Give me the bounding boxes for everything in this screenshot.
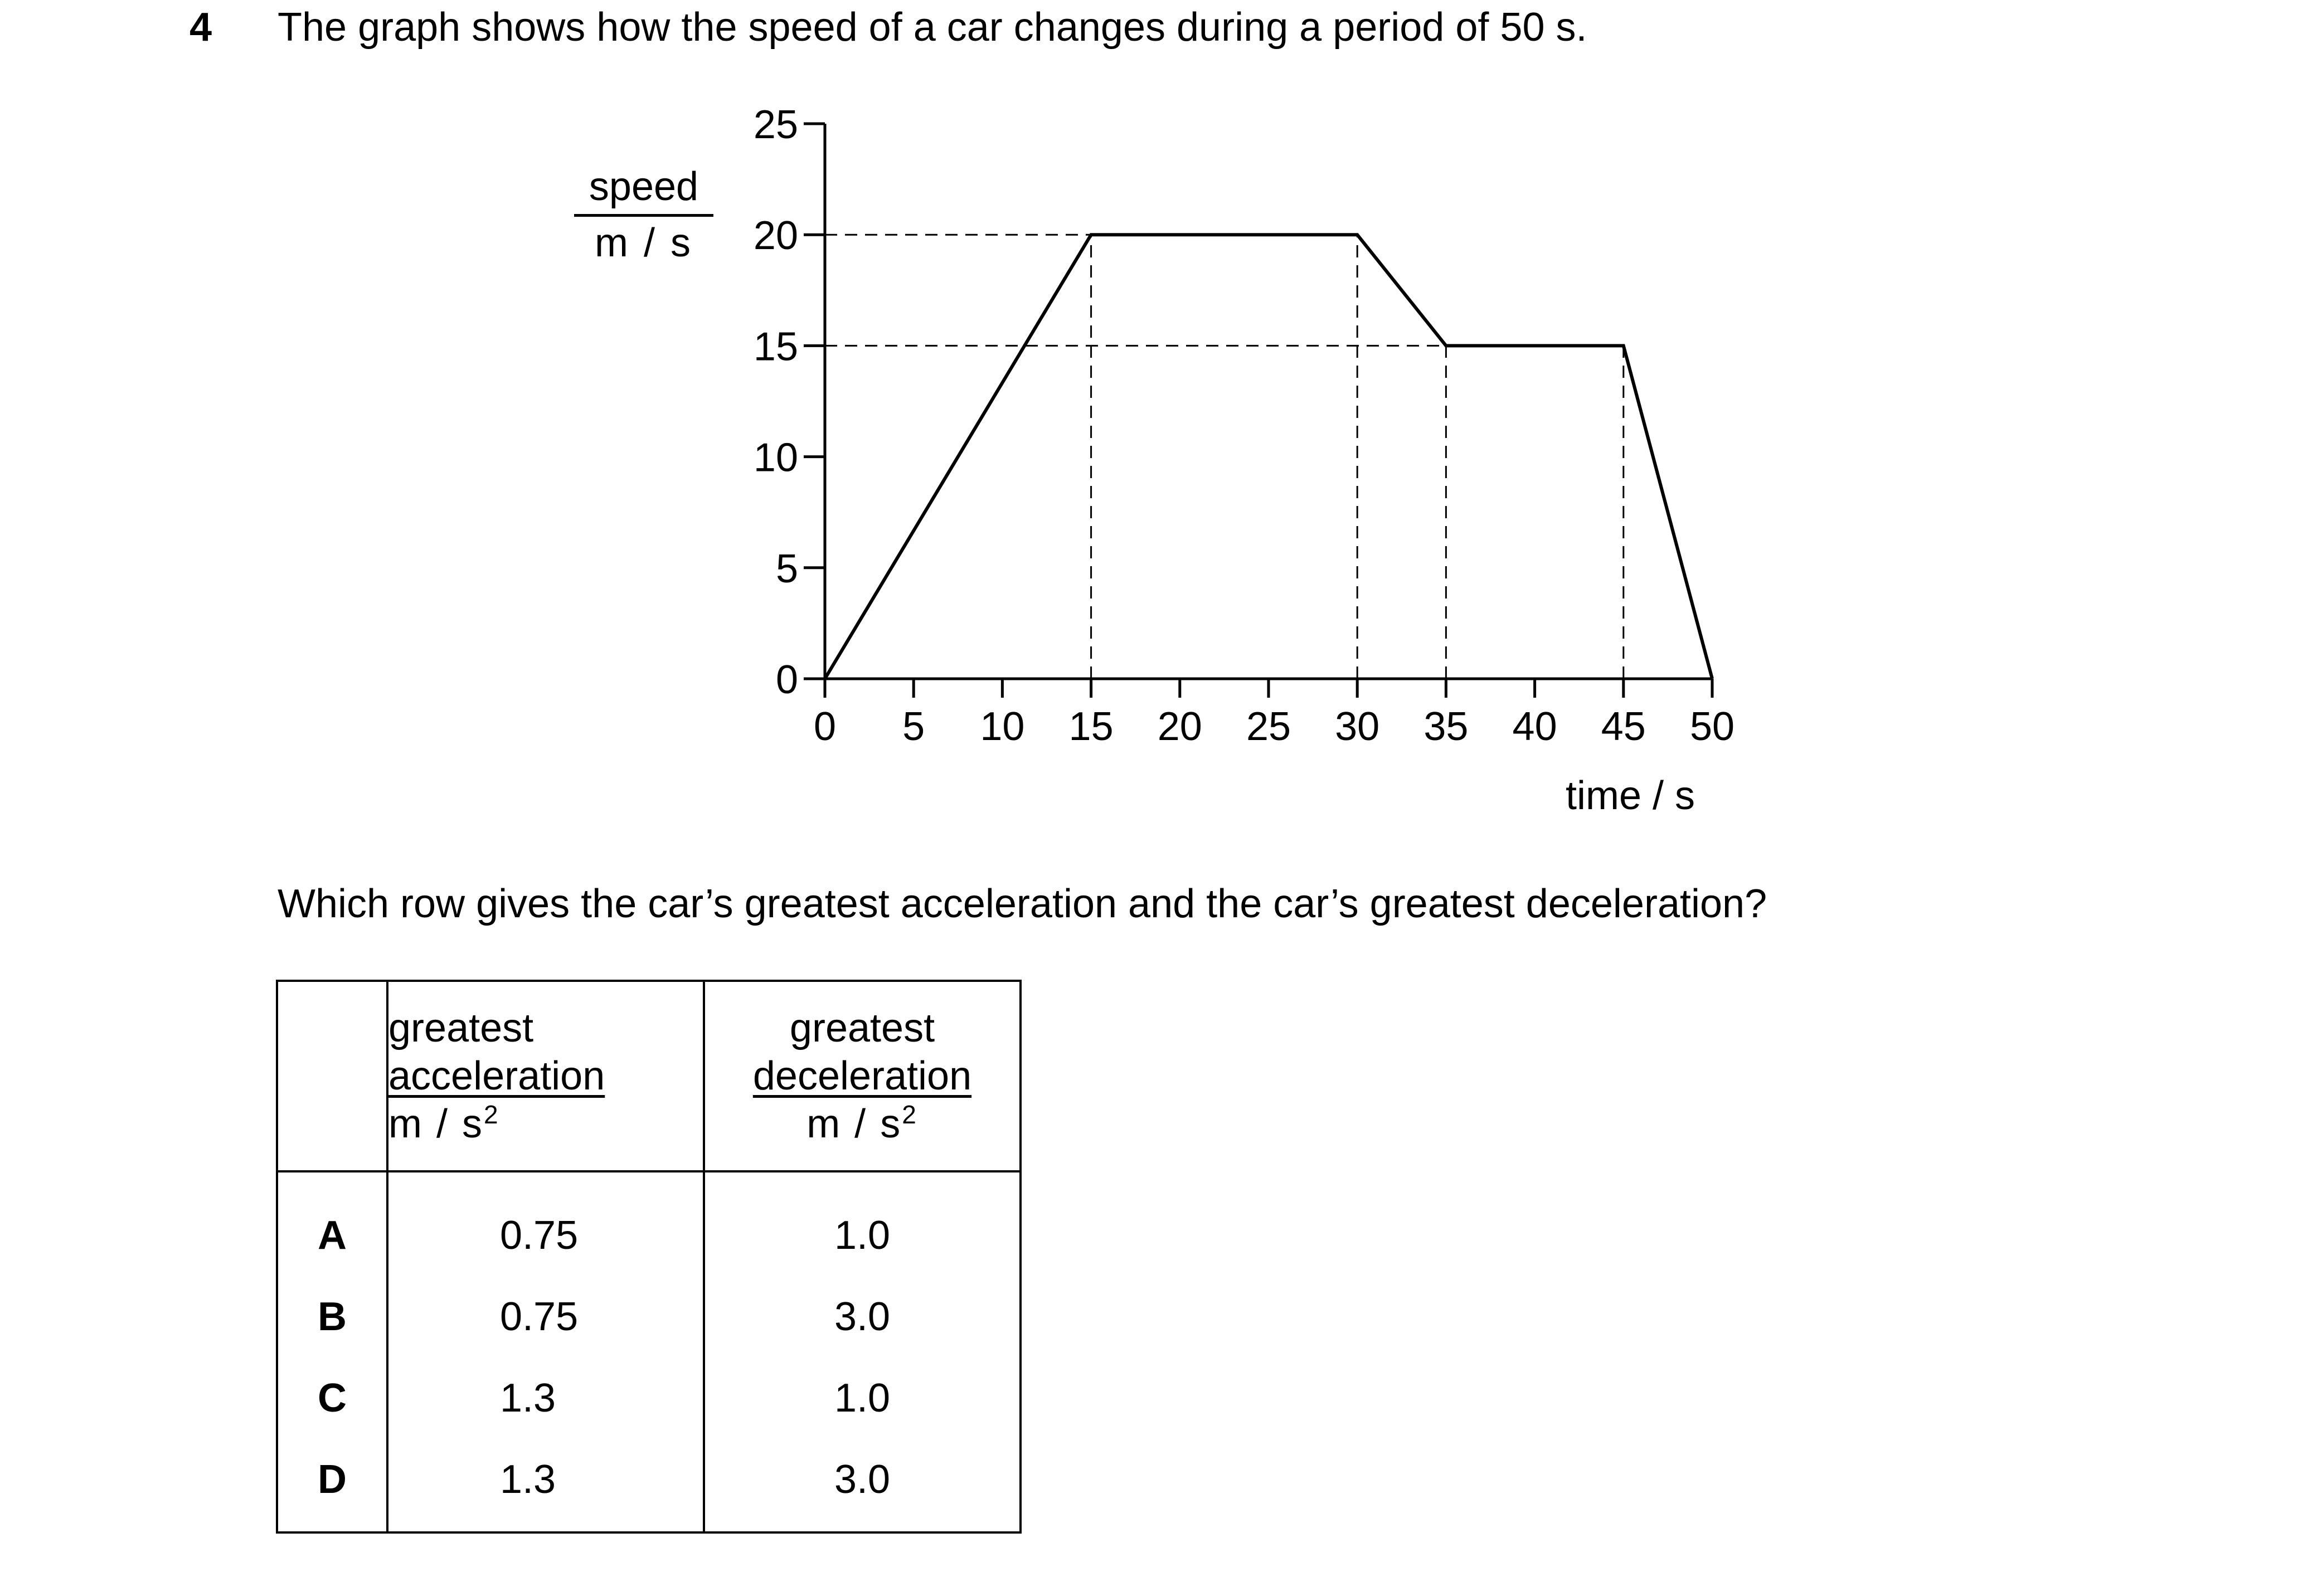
header-acceleration-unit-sup: 2 [484, 1100, 500, 1129]
header-deceleration-unit: m / s2 [705, 1100, 1019, 1148]
x-axis-label: time / s [1566, 773, 1695, 818]
deceleration-cell: 3.0 [703, 1276, 1022, 1357]
y-axis-label: speed m / s [574, 162, 713, 268]
y-tick-label: 5 [776, 547, 798, 591]
x-tick-label: 30 [1335, 704, 1379, 749]
acceleration-value: 0.75 [500, 1295, 579, 1339]
header-deceleration-middle: deceleration [752, 1054, 972, 1098]
table-row: B 0.75 3.0 [276, 1276, 1022, 1357]
x-tick-label: 5 [902, 704, 925, 749]
deceleration-cell: 1.0 [703, 1171, 1022, 1276]
header-deceleration-top: greatest [789, 1006, 935, 1050]
header-acceleration: greatest acceleration m / s2 [386, 981, 705, 1172]
acceleration-cell: 1.3 [386, 1439, 705, 1532]
header-deceleration: greatest deceleration m / s2 [703, 981, 1022, 1172]
row-key: C [276, 1357, 388, 1439]
x-tick-label: 45 [1601, 704, 1646, 749]
table-row: A 0.75 1.0 [276, 1171, 1022, 1276]
y-axis-label-quantity: speed [574, 162, 713, 217]
table-row: C 1.3 1.0 [276, 1357, 1022, 1439]
x-tick-label: 15 [1069, 704, 1114, 749]
y-axis-label-unit: m / s [595, 221, 693, 265]
acceleration-cell: 0.75 [386, 1171, 705, 1276]
acceleration-cell: 0.75 [386, 1276, 705, 1357]
acceleration-value: 1.3 [500, 1457, 556, 1502]
row-key: A [276, 1171, 388, 1276]
y-tick-label: 0 [776, 658, 798, 702]
header-acceleration-middle: acceleration [388, 1054, 605, 1098]
x-tick-label: 0 [814, 704, 836, 749]
x-tick-label: 10 [980, 704, 1024, 749]
y-tick-label: 25 [754, 103, 798, 147]
x-tick-label: 35 [1423, 704, 1468, 749]
speed-time-graph: 0 5 10 15 20 25 0 5 10 15 20 25 30 35 40 45 50 time / s [754, 103, 1734, 818]
x-tick-label: 20 [1158, 704, 1202, 749]
acceleration-value: 0.75 [500, 1213, 579, 1258]
speed-line [823, 233, 1714, 680]
row-key: D [276, 1439, 388, 1532]
question-prompt: Which row gives the car’s greatest accel… [278, 882, 1767, 926]
table-header-row: greatest acceleration m / s2 greatest de… [276, 981, 1022, 1172]
x-tick-label: 50 [1690, 704, 1734, 749]
row-key: B [276, 1276, 388, 1357]
acceleration-cell: 1.3 [386, 1357, 705, 1439]
header-key-cell [276, 981, 388, 1172]
x-tick-label: 40 [1513, 704, 1557, 749]
question-number: 4 [190, 5, 212, 50]
y-tick-label: 15 [754, 324, 798, 369]
acceleration-value: 1.3 [500, 1376, 556, 1420]
header-deceleration-unit-sup: 2 [902, 1100, 918, 1129]
y-tick-label: 20 [754, 213, 798, 258]
answer-table: greatest acceleration m / s2 greatest de… [276, 980, 1022, 1534]
x-tick-label: 25 [1246, 704, 1291, 749]
header-acceleration-unit-text: m / s [388, 1102, 484, 1146]
header-acceleration-unit: m / s2 [388, 1100, 703, 1148]
deceleration-cell: 3.0 [703, 1439, 1022, 1532]
deceleration-cell: 1.0 [703, 1357, 1022, 1439]
y-tick-label: 10 [754, 436, 798, 480]
table-row: D 1.3 3.0 [276, 1439, 1022, 1532]
header-deceleration-unit-text: m / s [806, 1102, 902, 1146]
question-text: The graph shows how the speed of a car c… [278, 5, 1587, 50]
header-acceleration-top: greatest [388, 1006, 534, 1050]
